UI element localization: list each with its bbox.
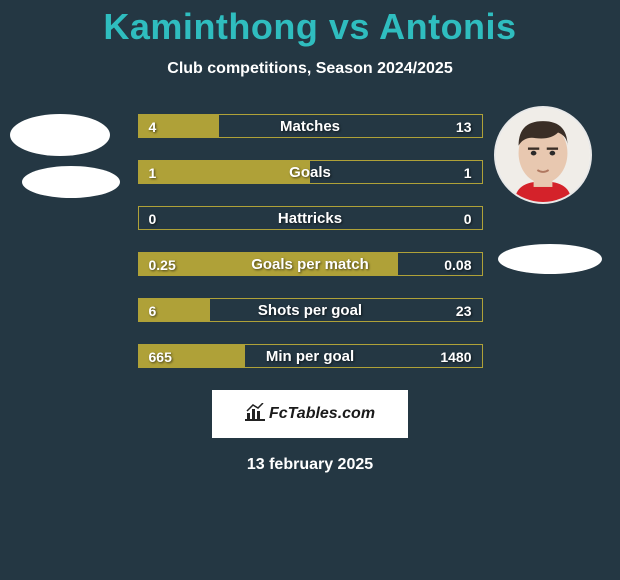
chart-icon	[245, 403, 265, 426]
stat-row: 11Goals	[138, 160, 483, 184]
stat-label: Min per goal	[139, 345, 482, 369]
player-left-shape-2	[22, 166, 120, 198]
player-left-shape-1	[10, 114, 110, 156]
stat-row: 0.250.08Goals per match	[138, 252, 483, 276]
comparison-block: 413Matches 11Goals 00Hattricks 0.250.08Goal…	[0, 114, 620, 368]
stat-row: 623Shots per goal	[138, 298, 483, 322]
stat-label: Hattricks	[139, 207, 482, 231]
stat-bars: 413Matches 11Goals 00Hattricks 0.250.08Goal…	[138, 114, 483, 368]
page-title: Kaminthong vs Antonis	[0, 0, 620, 48]
brand-text: FcTables.com	[269, 405, 375, 423]
footer-brand-box: FcTables.com	[212, 390, 408, 438]
player-right-shape	[498, 244, 602, 274]
subtitle: Club competitions, Season 2024/2025	[0, 60, 620, 78]
stat-label: Matches	[139, 115, 482, 139]
stat-label: Goals per match	[139, 253, 482, 277]
stat-row: 413Matches	[138, 114, 483, 138]
stat-row: 6651480Min per goal	[138, 344, 483, 368]
stat-label: Shots per goal	[139, 299, 482, 323]
stat-row: 00Hattricks	[138, 206, 483, 230]
brand-logo: FcTables.com	[245, 403, 375, 426]
player-right-avatar	[494, 106, 592, 204]
stat-label: Goals	[139, 161, 482, 185]
avatar-face-icon	[496, 108, 590, 202]
date-text: 13 february 2025	[0, 456, 620, 474]
